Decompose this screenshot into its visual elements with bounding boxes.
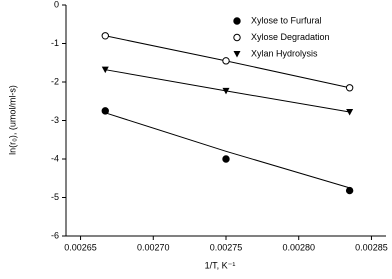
legend-marker	[233, 17, 241, 25]
x-tick-label: 0.00275	[210, 242, 243, 252]
y-tick-label: -6	[51, 230, 59, 240]
x-tick-label: 0.00265	[64, 242, 97, 252]
legend-label: Xylose to Furfural	[251, 15, 322, 25]
marker	[101, 107, 109, 115]
marker	[345, 186, 354, 195]
marker	[101, 66, 109, 74]
legend-marker	[233, 51, 241, 58]
legend-label: Xylan Hydrolysis	[251, 48, 318, 58]
x-tick-label: 0.00285	[355, 242, 388, 252]
y-tick-label: -2	[51, 76, 59, 86]
y-tick-label: -5	[51, 192, 59, 202]
x-tick-label: 0.00280	[282, 242, 315, 252]
marker	[101, 32, 109, 40]
x-tick-label: 0.00270	[137, 242, 170, 252]
legend-marker	[233, 33, 241, 42]
marker	[345, 84, 354, 92]
marker	[222, 155, 230, 163]
y-axis-label: ln(r₀), (umol/ml-s)	[7, 85, 17, 155]
x-axis-label: 1/T, K⁻¹	[205, 260, 236, 270]
legend-label: Xylose Degradation	[251, 32, 330, 42]
marker	[222, 87, 230, 95]
y-tick-label: -4	[51, 153, 59, 163]
marker	[222, 57, 230, 65]
y-tick-label: -3	[51, 115, 59, 125]
marker	[346, 109, 354, 116]
trend-line	[105, 112, 350, 189]
y-tick-label: 0	[54, 0, 59, 9]
y-tick-label: -1	[51, 38, 59, 48]
